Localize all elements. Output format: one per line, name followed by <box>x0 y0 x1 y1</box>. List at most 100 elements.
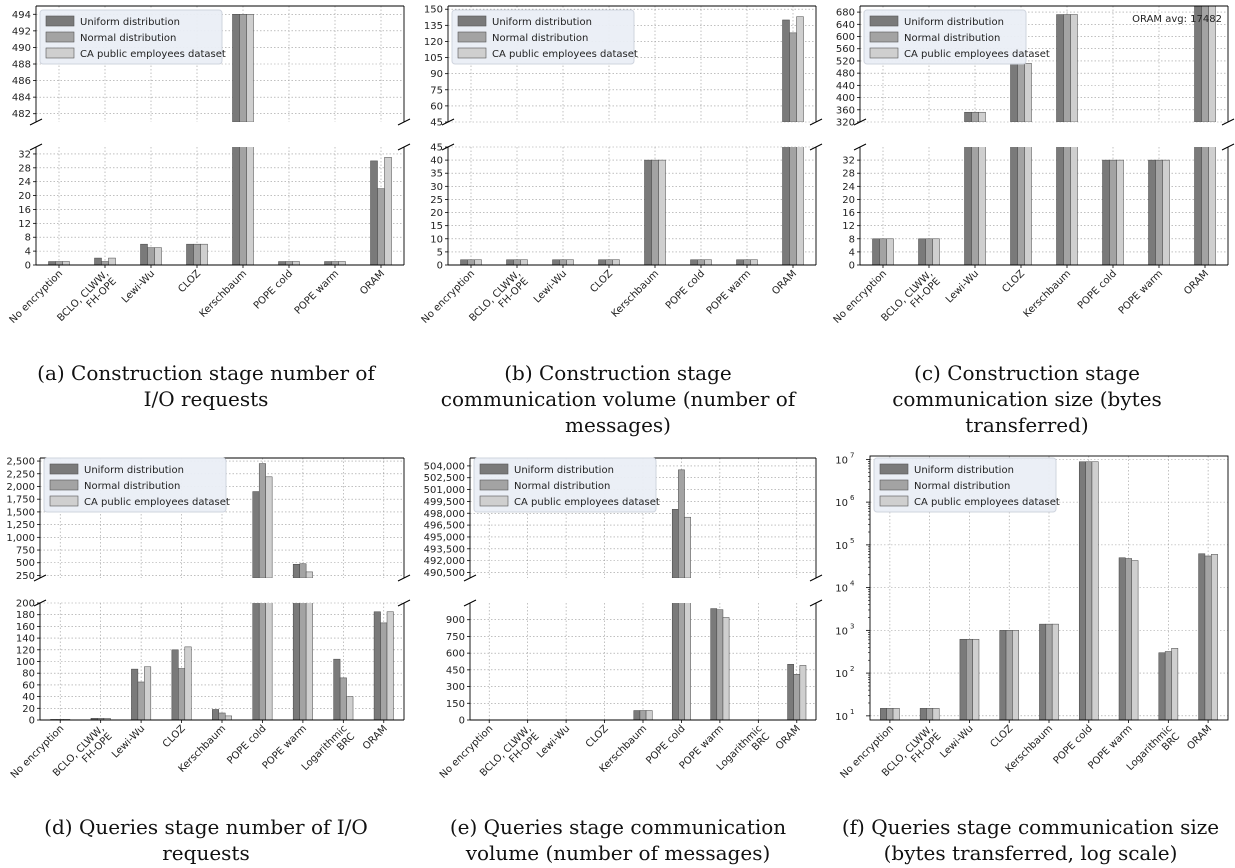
bar-normal <box>716 609 724 720</box>
bar-normal <box>1109 159 1117 265</box>
y-tick-label: 493,500 <box>424 544 465 555</box>
bar-uniform <box>644 159 652 265</box>
y-tick-label: 90 <box>430 69 443 80</box>
bars-lower <box>872 147 1216 265</box>
bar-uniform <box>324 261 332 265</box>
bar-normal <box>1204 555 1212 721</box>
bar-ca <box>384 157 392 265</box>
x-tick-label: CLOZ <box>584 723 611 750</box>
x-tick-label: ORAM <box>770 268 799 297</box>
bar-ca <box>305 571 313 578</box>
bar-ca <box>1051 623 1059 721</box>
legend-swatch-uniform <box>879 463 909 475</box>
x-tick-label: Lewi-Wu <box>535 723 572 760</box>
bars-lower <box>48 147 392 265</box>
legend-swatch-ca <box>479 495 509 507</box>
bar-normal <box>285 261 293 265</box>
chart-b: 45 60 75 90 105 120 135 150 0 5 10 15 20 25 30 35 40 45 No… <box>412 0 824 355</box>
bar-uniform <box>919 708 927 721</box>
bar-normal <box>886 708 894 721</box>
x-tick-label: Kerschbaum <box>198 268 250 320</box>
y-tick-label: 300 <box>446 682 465 693</box>
x-tick-label: Kerschbaum <box>610 268 662 320</box>
bar-ca <box>1162 159 1170 265</box>
y-tick-label: 30 <box>430 182 443 193</box>
bar-uniform <box>1148 159 1156 265</box>
legend-label-normal: Normal distribution <box>80 33 176 44</box>
legend: Uniform distribution Normal distribution C… <box>43 457 230 513</box>
bar-normal <box>258 463 266 578</box>
bar-normal <box>1085 461 1093 721</box>
bar-ca <box>1171 648 1179 721</box>
y-tick-label: 1,250 <box>6 520 35 531</box>
y-tick-label: 200 <box>16 599 35 610</box>
bar-uniform <box>506 259 514 265</box>
bar-normal <box>467 259 475 265</box>
bar-uniform <box>370 160 378 265</box>
bar-uniform <box>48 261 56 265</box>
bar-uniform <box>212 709 220 720</box>
legend-swatch-ca <box>869 47 899 59</box>
y-tick-label: 490 <box>12 43 31 54</box>
y-tick-label: 32 <box>842 156 855 167</box>
svg-text:Lewi-Wu: Lewi-Wu <box>120 268 157 305</box>
bar-uniform <box>1078 461 1086 721</box>
bar-uniform <box>186 243 194 265</box>
bar-uniform <box>1056 14 1064 122</box>
svg-text:Kerschbaum: Kerschbaum <box>610 268 662 320</box>
x-tick-label: CLOZ <box>989 723 1016 750</box>
annotation: ORAM avg: 17482 <box>1132 14 1222 25</box>
bar-ca <box>474 259 482 265</box>
y-tick-label: 180 <box>16 610 35 621</box>
bar-normal <box>193 243 201 265</box>
bar-uniform <box>959 638 967 721</box>
chart-e-svg: 490,500 493,500 496,500 499,500 502,500 492,0… <box>424 457 823 781</box>
y-tick-label: 498,000 <box>424 509 465 520</box>
legend-swatch-uniform <box>49 463 79 475</box>
bar-normal <box>639 710 647 720</box>
bar-ca <box>566 259 574 265</box>
y-tick-label: 500 <box>16 558 35 569</box>
y-tick-label: 35 <box>430 169 443 180</box>
x-tick-label: POPE cold <box>664 268 707 311</box>
x-tick-label: Kerschbaum <box>1022 268 1074 320</box>
bar-normal <box>1017 147 1025 265</box>
bar-normal <box>793 674 801 720</box>
bar-ca <box>62 261 70 265</box>
y-tick-label: 135 <box>424 21 443 32</box>
svg-text:Lewi-Wu: Lewi-Wu <box>535 723 572 760</box>
bars-lower <box>479 603 807 720</box>
caption-b: (b) Construction stage communication vol… <box>440 361 796 437</box>
y-tick-label: 10 <box>835 498 848 509</box>
bar-ca <box>704 259 712 265</box>
bar-ca <box>108 257 116 265</box>
legend-swatch-uniform <box>457 15 487 27</box>
bar-ca <box>722 617 730 720</box>
axis-break-mark <box>33 599 47 607</box>
y-tick-label: 28 <box>18 163 31 174</box>
y-tick-exponent: 7 <box>850 451 854 459</box>
y-tick-label: 20 <box>18 191 31 202</box>
bar-normal <box>966 638 973 721</box>
bar-uniform <box>333 658 341 720</box>
y-tick-label: 0 <box>459 716 465 727</box>
bar-normal <box>147 247 155 265</box>
y-tick-label: 490,500 <box>424 568 465 579</box>
y-tick-label: 105 <box>424 53 443 64</box>
y-tick-label: 1,000 <box>6 533 35 544</box>
svg-text:POPE warm: POPE warm <box>705 268 753 316</box>
x-tick-label: BCLO, CLWW,FH-OPE <box>879 268 942 324</box>
bar-uniform <box>1194 147 1202 265</box>
y-tick-label: 400 <box>836 93 855 104</box>
bar-ca <box>520 259 528 265</box>
legend-box <box>473 457 657 513</box>
bar-uniform <box>1158 652 1166 721</box>
bar-ca <box>972 638 980 721</box>
bar-ca <box>1116 159 1124 265</box>
bar-ca <box>612 259 620 265</box>
axis-break-mark <box>463 574 477 582</box>
bar-ca <box>386 611 394 720</box>
legend-label-ca: CA public employees dataset <box>914 497 1060 508</box>
chart-d-svg: 2505007501,0001,2501,5001,7502,0002,2502… <box>6 457 411 781</box>
svg-text:ORAM: ORAM <box>358 268 387 297</box>
